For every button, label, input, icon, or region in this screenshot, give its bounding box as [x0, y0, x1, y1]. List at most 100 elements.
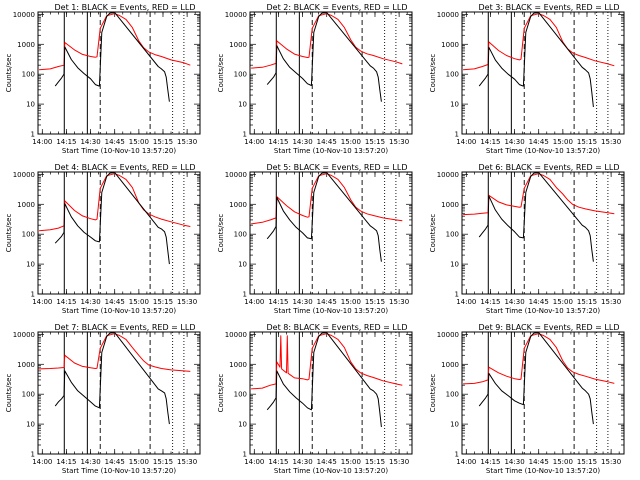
- x-tick-label: 15:30: [601, 138, 621, 146]
- plot-frame: [461, 11, 625, 135]
- x-tick-label: 14:30: [504, 458, 524, 466]
- y-tick-label: 1000: [441, 361, 459, 369]
- y-axis-label: Counts/sec: [217, 54, 225, 93]
- x-tick-label: 14:30: [80, 298, 100, 306]
- events-series-line: [478, 332, 594, 425]
- x-tick-label: 14:45: [529, 298, 549, 306]
- lld-series-line: [463, 173, 615, 216]
- lld-series-line: [463, 333, 615, 385]
- y-tick-label: 10000: [225, 11, 247, 19]
- x-axis-label: Start Time (10-Nov-10 13:57:20): [486, 467, 600, 475]
- plot-title: Det 8: BLACK = Events, RED = LLD: [267, 323, 408, 332]
- plot-title: Det 9: BLACK = Events, RED = LLD: [479, 323, 620, 332]
- y-tick-label: 10: [450, 421, 459, 429]
- marker-lines: [275, 172, 397, 294]
- x-tick-label: 14:30: [292, 458, 312, 466]
- y-tick-label: 10: [238, 421, 247, 429]
- lld-series-line: [39, 333, 191, 372]
- x-tick-label: 14:30: [80, 458, 100, 466]
- marker-lines: [487, 332, 609, 454]
- x-axis-ticks: [465, 332, 620, 454]
- x-axis-label: Start Time (10-Nov-10 13:57:20): [62, 467, 176, 475]
- plot-title: Det 7: BLACK = Events, RED = LLD: [55, 323, 196, 332]
- detector-plot-3: 1 10 100 1000 10000 14:00 14:15 14:30 14:45 15:00…: [429, 3, 625, 155]
- x-tick-label: 14:45: [317, 298, 337, 306]
- x-tick-label: 14:30: [292, 298, 312, 306]
- x-tick-label: 14:15: [268, 138, 288, 146]
- y-axis-label: Counts/sec: [429, 54, 437, 93]
- events-series-line: [266, 172, 382, 262]
- y-axis-ticks: [250, 334, 412, 455]
- x-tick-label: 14:45: [105, 458, 125, 466]
- marker-lines: [63, 332, 185, 454]
- events-series-line: [266, 332, 382, 428]
- y-axis-label: Counts/sec: [5, 54, 13, 93]
- y-tick-label: 10: [26, 101, 35, 109]
- series-group: [251, 172, 403, 262]
- series-group: [251, 332, 403, 428]
- series-group: [39, 332, 191, 425]
- x-axis-label: Start Time (10-Nov-10 13:57:20): [274, 467, 388, 475]
- series-group: [39, 172, 191, 265]
- plot-title: Det 1: BLACK = Events, RED = LLD: [55, 3, 196, 12]
- plot-title: Det 6: BLACK = Events, RED = LLD: [479, 163, 620, 172]
- x-tick-label: 15:30: [601, 458, 621, 466]
- x-tick-label: 15:30: [389, 298, 409, 306]
- detector-plot-5: 1 10 100 1000 10000 14:00 14:15 14:30 14:45 15:00…: [217, 163, 413, 315]
- lld-series-line: [251, 13, 403, 69]
- series-group: [463, 172, 615, 262]
- plot-title: Det 3: BLACK = Events, RED = LLD: [479, 3, 620, 12]
- x-axis-label: Start Time (10-Nov-10 13:57:20): [486, 307, 600, 315]
- x-tick-label: 15:00: [553, 138, 573, 146]
- x-tick-label: 14:45: [529, 458, 549, 466]
- y-tick-label: 1000: [17, 201, 35, 209]
- x-tick-label: 14:30: [504, 298, 524, 306]
- events-series-line: [266, 12, 382, 102]
- y-axis-ticks: [38, 334, 200, 455]
- lld-series-line: [463, 13, 615, 71]
- detector-plot-4: 1 10 100 1000 10000 14:00 14:15 14:30 14:45 15:00…: [5, 163, 201, 315]
- x-tick-label: 14:00: [244, 298, 264, 306]
- x-axis-ticks: [465, 172, 620, 294]
- x-axis-ticks: [465, 12, 620, 134]
- x-tick-label: 14:15: [480, 298, 500, 306]
- y-tick-label: 1: [455, 291, 459, 299]
- y-axis-label: Counts/sec: [5, 374, 13, 413]
- y-axis-ticks: [250, 14, 412, 135]
- x-tick-label: 15:00: [553, 458, 573, 466]
- y-tick-label: 100: [234, 391, 247, 399]
- y-tick-label: 1: [31, 291, 35, 299]
- x-tick-label: 14:45: [529, 138, 549, 146]
- x-tick-label: 15:00: [129, 138, 149, 146]
- detector-plot-8: 1 10 100 1000 10000 14:00 14:15 14:30 14:45 15:00…: [217, 323, 413, 475]
- x-tick-label: 15:00: [129, 298, 149, 306]
- y-tick-label: 10000: [225, 171, 247, 179]
- x-tick-label: 14:30: [292, 138, 312, 146]
- x-tick-label: 14:00: [244, 138, 264, 146]
- y-tick-label: 10000: [437, 171, 459, 179]
- y-tick-label: 100: [446, 391, 459, 399]
- detector-plot-1: 1 10 100 1000 10000 14:00 14:15 14:30 14:45 15:00…: [5, 3, 201, 155]
- x-tick-label: 15:00: [341, 458, 361, 466]
- x-tick-label: 14:00: [244, 458, 264, 466]
- x-tick-label: 15:30: [389, 138, 409, 146]
- x-tick-label: 14:30: [80, 138, 100, 146]
- x-tick-label: 14:15: [56, 298, 76, 306]
- marker-lines: [487, 172, 609, 294]
- y-tick-label: 100: [446, 71, 459, 79]
- x-axis-label: Start Time (10-Nov-10 13:57:20): [274, 307, 388, 315]
- y-tick-label: 10000: [13, 11, 35, 19]
- x-tick-label: 14:00: [32, 298, 52, 306]
- x-tick-label: 14:15: [480, 138, 500, 146]
- x-tick-label: 14:00: [456, 458, 476, 466]
- y-tick-label: 1000: [229, 41, 247, 49]
- lld-series-line: [39, 13, 191, 71]
- marker-lines: [63, 12, 185, 134]
- x-tick-label: 14:00: [32, 458, 52, 466]
- x-tick-label: 15:30: [177, 298, 197, 306]
- x-tick-label: 15:00: [129, 458, 149, 466]
- x-tick-label: 15:15: [577, 458, 597, 466]
- detector-plot-6: 1 10 100 1000 10000 14:00 14:15 14:30 14:45 15:00…: [429, 163, 625, 315]
- plot-frame: [37, 171, 201, 295]
